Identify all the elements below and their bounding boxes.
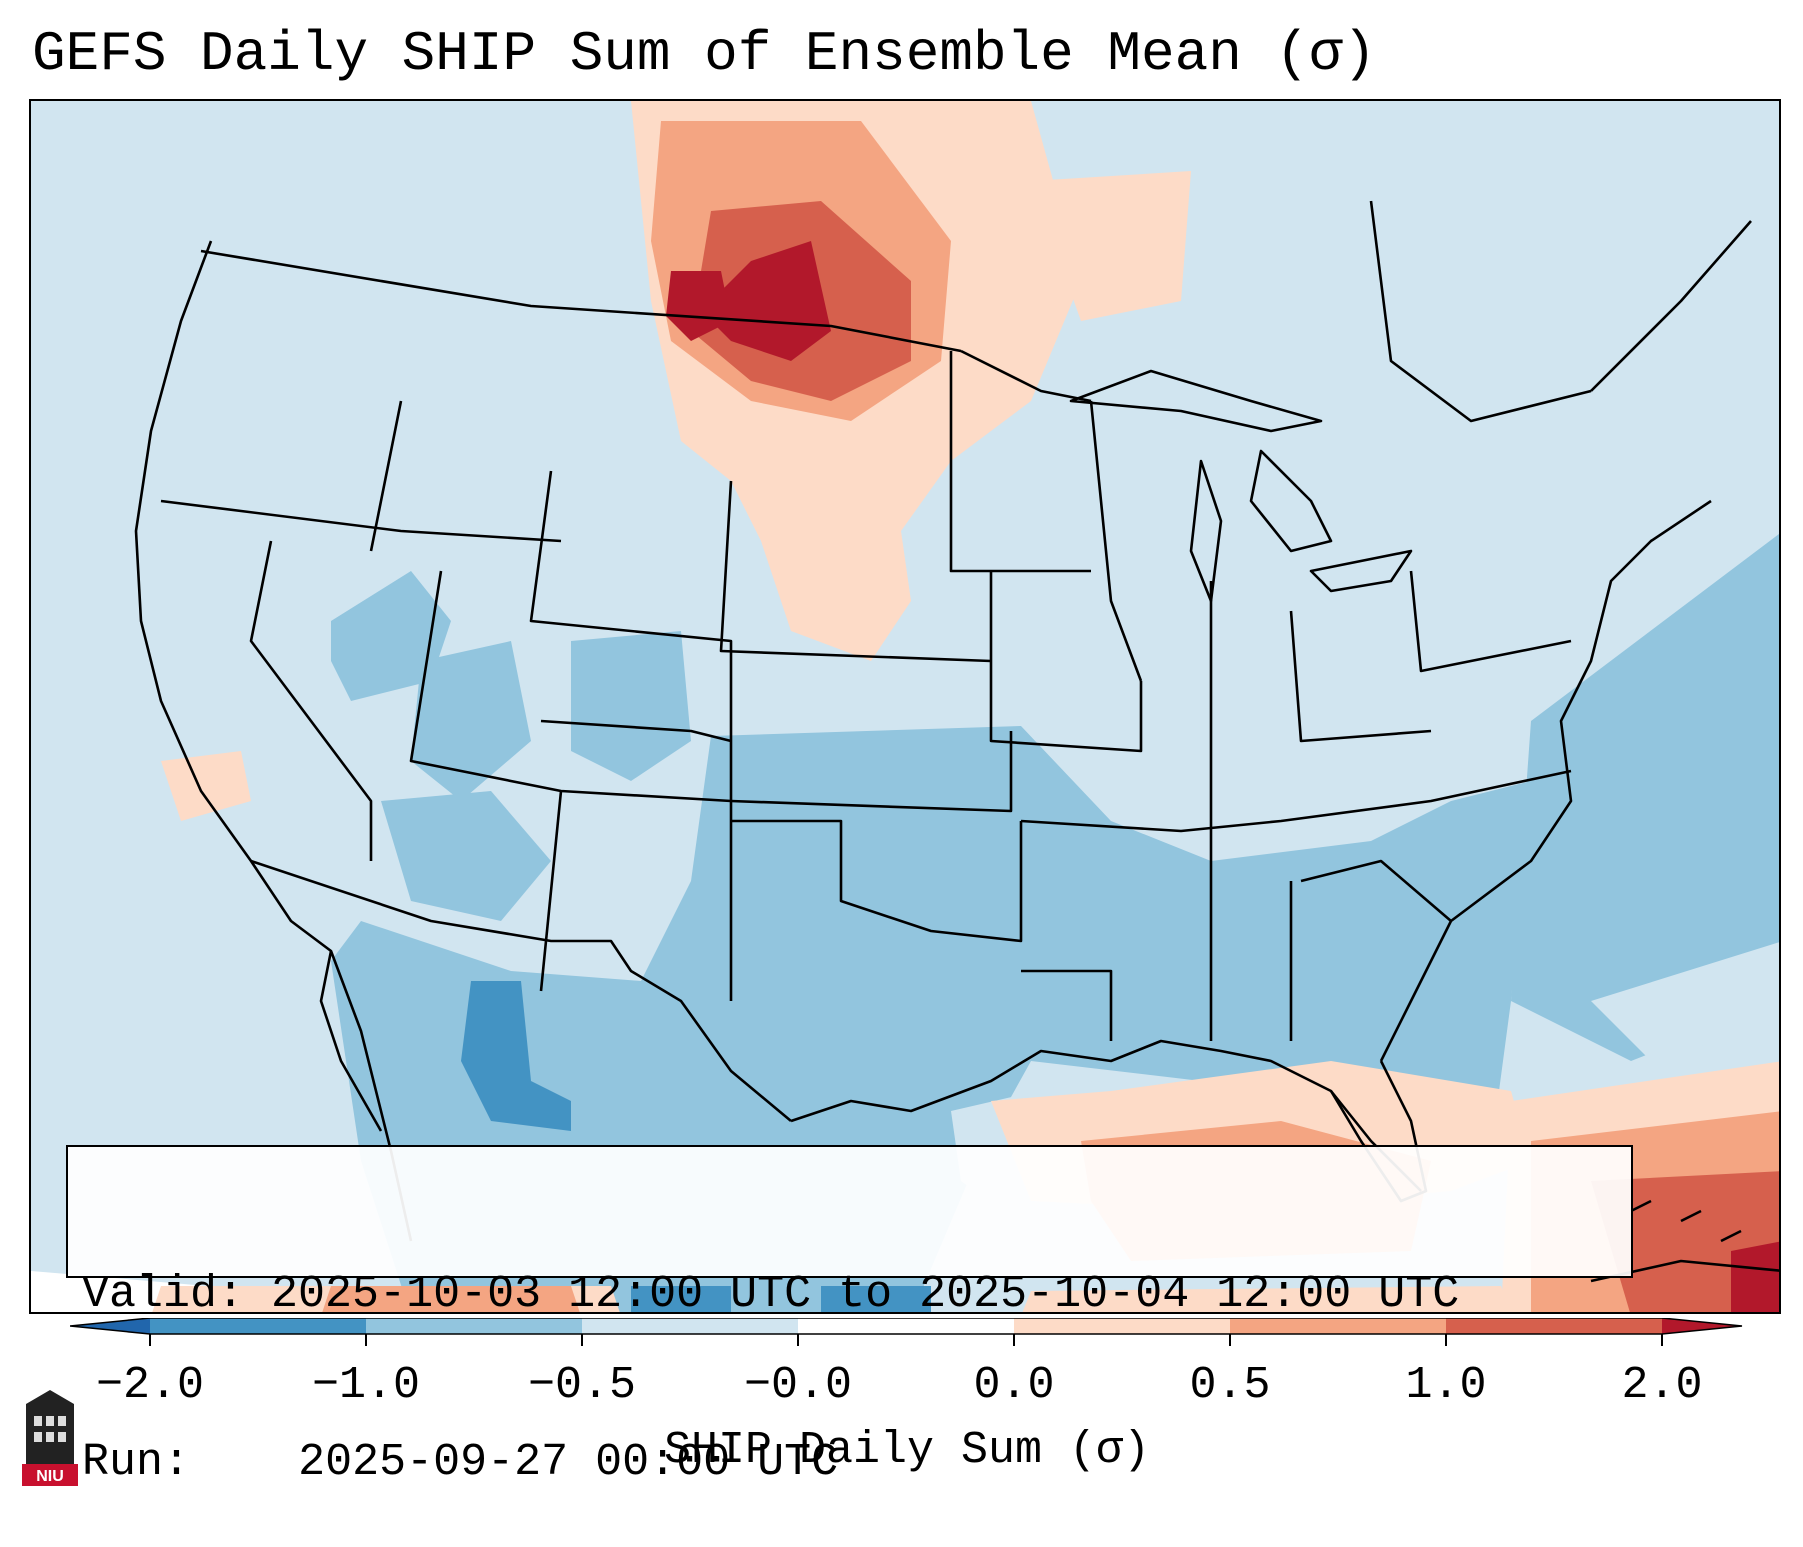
anomaly-southwest [381,791,551,921]
map-canvas [31,101,1779,1312]
map-panel [29,99,1781,1314]
anomaly-caribbean-extreme [1731,1241,1779,1312]
anomaly-mexico-strong [461,981,571,1131]
colorbar-seg-1 [366,1318,582,1334]
anomaly-bottom-strong-1 [631,1286,731,1312]
colorbar-seg-0 [150,1318,366,1334]
state-line-11 [731,819,1023,943]
valid-line: Valid: 2025-10-03 12:00 UTC to 2025-10-0… [82,1267,1617,1323]
state-line-20 [1409,570,1572,673]
colorbar-seg-4 [1014,1318,1230,1334]
coastline-pacific [134,240,413,1242]
colorbar-label: SHIP Daily Sum (σ) [663,1425,1151,1476]
canada-line-2 [1590,220,1752,392]
colorbar-tick-5: 0.5 [1189,1360,1271,1411]
state-line-1 [160,499,562,543]
great-lakes-superior [1069,369,1323,433]
colorbar-tick-2: −0.5 [527,1360,637,1411]
colorbar-ticks [149,1334,1663,1346]
canada-line-1 [1369,200,1592,423]
university-tower-icon: NIU [22,1390,78,1486]
anomaly-california-weak [161,751,251,821]
great-lakes-erie [1309,549,1413,593]
colorbar-tick-3: −0.0 [743,1360,853,1411]
state-line-7 [540,719,732,743]
anomaly-north-extreme [701,241,831,361]
colorbar-seg-2 [582,1318,798,1334]
run-value: 2025-09-27 00:00 UTC [298,1437,839,1488]
anomaly-utah [411,641,531,801]
colorbar-seg-3 [798,1318,1014,1334]
colorbar-tick-0: −2.0 [95,1360,205,1411]
coastlines-and-borders [134,200,1779,1283]
logo-text: NIU [36,1468,64,1485]
anomaly-north-extreme-2 [666,271,731,341]
state-line-16 [1089,400,1143,682]
anomaly-bottom-positive-mid [1022,1286,1510,1312]
colorbar-seg-5 [1230,1318,1446,1334]
colorbar-seg-6 [1446,1318,1662,1334]
state-line-4 [409,570,732,803]
anomaly-bottom-strong-2 [821,1286,931,1312]
state-line-19 [1289,610,1432,743]
state-line-12 [949,351,1091,573]
valid-label: Valid: [82,1269,245,1320]
border-us-mexico [250,859,792,1122]
state-line-2 [249,540,373,861]
colorbar [70,1318,1743,1346]
anomaly-colorado [571,631,691,781]
state-line-3 [369,400,403,552]
state-line-9 [539,790,563,992]
colorbar-extend-min [70,1318,150,1334]
border-us-canada-west [200,249,962,353]
coastline-baja [319,950,383,1132]
anomaly-great-lakes-weak [1031,171,1191,321]
state-line-15 [1021,969,1113,1041]
state-line-6 [719,480,992,663]
run-label: Run: [82,1437,191,1488]
colorbar-tick-6: 1.0 [1405,1360,1487,1411]
coastline-atlantic [1379,499,1712,1062]
colorbar-tick-4: 0.0 [973,1360,1055,1411]
run-line: Run: 2025-09-27 00:00 UTC [82,1435,1617,1491]
validity-info-box: Valid: 2025-10-03 12:00 UTC to 2025-10-0… [66,1145,1633,1488]
great-lakes-michigan [1189,459,1223,603]
colorbar-tick-1: −1.0 [311,1360,421,1411]
state-line-5 [529,470,733,801]
great-lakes-huron [1249,449,1333,553]
state-line-8 [730,731,1013,813]
caribbean-islands [1630,1199,1742,1243]
colorbar-extend-max [1662,1318,1742,1334]
state-line-14 [1020,769,1572,833]
border-us-canada-east [960,349,1092,403]
state-line-13 [989,571,1143,753]
colorbar-tick-7: 2.0 [1621,1360,1703,1411]
map-title: GEFS Daily SHIP Sum of Ensemble Mean (σ) [32,22,1377,86]
anomaly-bottom-positive-left-mod [322,1286,580,1312]
state-line-21 [1300,859,1452,922]
anomaly-atlantic-light [1591,942,1779,1061]
valid-value: 2025-10-03 12:00 UTC to 2025-10-04 12:00… [271,1269,1460,1320]
coastline-gulf [790,1039,1422,1192]
anomaly-atlantic [1511,534,1779,1061]
